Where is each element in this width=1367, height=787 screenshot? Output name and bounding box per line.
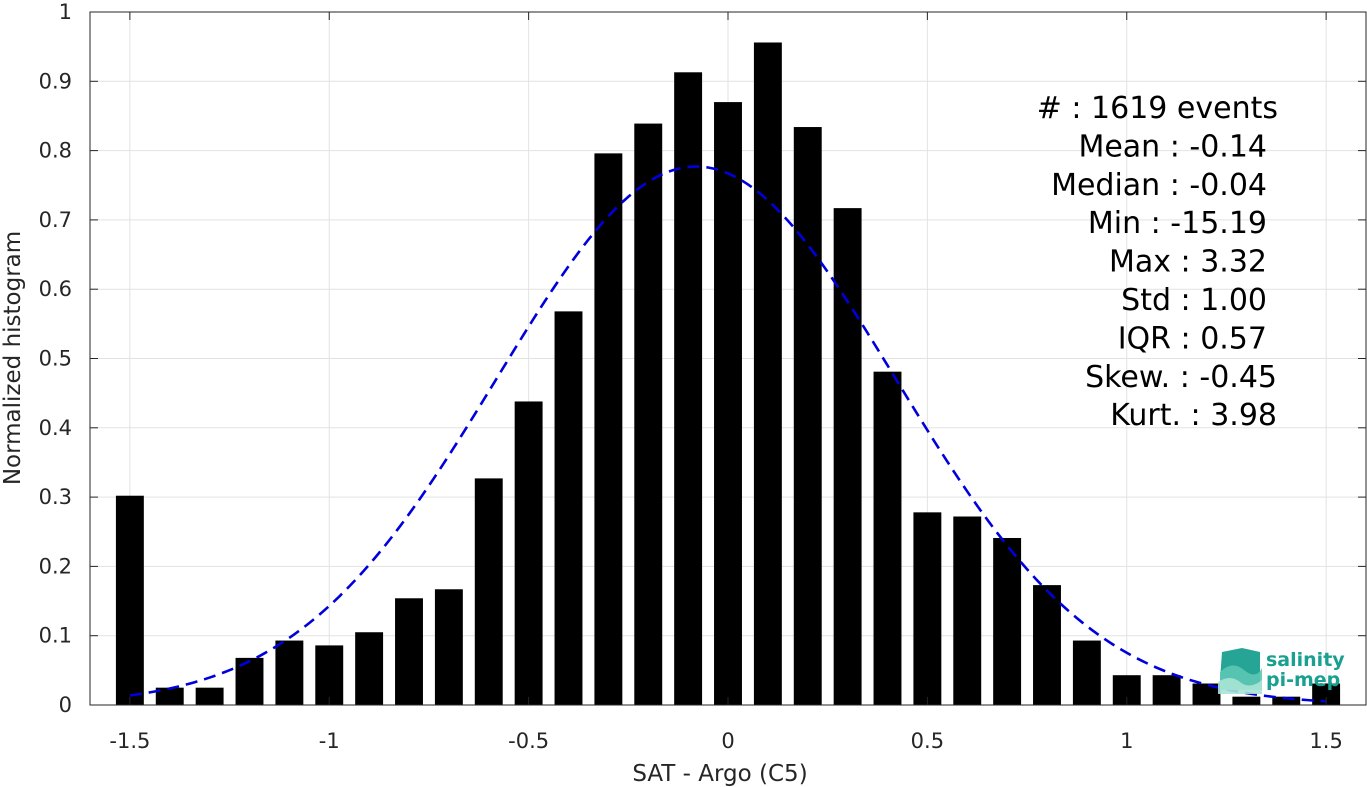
y-tick-label: 0.7 bbox=[39, 208, 72, 232]
x-axis-ticks: -1.5 -1 -0.5 0 0.5 1 1.5 bbox=[109, 12, 1343, 753]
histogram-bar bbox=[1072, 640, 1101, 705]
logo-text-salinity: salinity bbox=[1266, 649, 1345, 671]
histogram-bar bbox=[714, 102, 742, 706]
histogram-bar bbox=[315, 645, 344, 705]
y-tick-label: 1 bbox=[59, 0, 72, 24]
logo-text-pi-mep: pi-mep bbox=[1266, 669, 1340, 691]
histogram-bar bbox=[1272, 696, 1301, 705]
histogram-bar bbox=[1192, 683, 1221, 705]
histogram-bar bbox=[275, 640, 304, 705]
histogram-bar bbox=[514, 401, 543, 705]
histogram-bar bbox=[115, 495, 144, 705]
stats-line: Min : -15.19 bbox=[1088, 206, 1267, 241]
x-tick-label: -0.5 bbox=[508, 729, 549, 753]
logo-mark-icon bbox=[1218, 648, 1262, 694]
y-axis-label: Normalized histogram bbox=[0, 231, 26, 485]
histogram-bar bbox=[554, 311, 583, 705]
histogram-bar bbox=[434, 589, 463, 705]
histogram-bar bbox=[993, 537, 1022, 705]
stats-line: # : 1619 events bbox=[1037, 91, 1278, 126]
salinity-pi-mep-logo: salinity pi-mep bbox=[1218, 648, 1345, 694]
histogram-bar bbox=[634, 123, 663, 705]
histogram-bar bbox=[594, 153, 623, 705]
x-tick-label: 1 bbox=[1120, 729, 1133, 753]
histogram-bar bbox=[833, 208, 862, 705]
normal-fit-curve bbox=[129, 165, 1327, 703]
histogram-bar bbox=[1033, 585, 1061, 705]
x-axis-label: SAT - Argo (C5) bbox=[632, 761, 807, 787]
histogram-bar bbox=[674, 72, 703, 705]
y-tick-label: 0 bbox=[59, 693, 72, 717]
stats-line: Skew. : -0.45 bbox=[1085, 360, 1277, 395]
x-tick-label: -1 bbox=[319, 729, 340, 753]
histogram-bar bbox=[355, 632, 384, 705]
y-tick-label: 0.1 bbox=[39, 624, 72, 648]
histogram-bar bbox=[913, 512, 942, 705]
histogram-bar bbox=[395, 598, 423, 705]
histogram-bar bbox=[753, 42, 782, 705]
stats-line: Max : 3.32 bbox=[1109, 245, 1267, 280]
stats-line: Std : 1.00 bbox=[1121, 283, 1267, 318]
stats-line: Mean : -0.14 bbox=[1078, 129, 1267, 164]
histogram-bar bbox=[873, 371, 902, 705]
histogram-bar bbox=[195, 687, 224, 705]
histogram-bar bbox=[1232, 696, 1261, 705]
y-axis-ticks: 0 0.1 0.2 0.3 0.4 0.5 0.6 0.7 0.8 0.9 1 bbox=[39, 0, 1366, 717]
y-tick-label: 0.6 bbox=[39, 277, 72, 301]
histogram-bar bbox=[793, 127, 822, 705]
x-tick-label: 1.5 bbox=[1309, 729, 1342, 753]
histogram-bar bbox=[474, 478, 503, 705]
histogram-bar bbox=[155, 687, 184, 705]
y-tick-label: 0.8 bbox=[39, 139, 72, 163]
y-tick-label: 0.9 bbox=[39, 69, 72, 93]
stats-line: Median : -0.04 bbox=[1051, 168, 1267, 203]
histogram-bar bbox=[953, 516, 982, 705]
histogram-bar bbox=[1152, 675, 1181, 705]
y-tick-label: 0.4 bbox=[39, 416, 72, 440]
histogram-bars bbox=[115, 42, 1341, 706]
x-tick-label: 0.5 bbox=[911, 729, 944, 753]
y-tick-label: 0.3 bbox=[39, 485, 72, 509]
x-tick-label: 0 bbox=[721, 729, 734, 753]
histogram-bar bbox=[1312, 683, 1341, 705]
x-tick-label: -1.5 bbox=[109, 729, 150, 753]
y-tick-label: 0.2 bbox=[39, 554, 72, 578]
y-tick-label: 0.5 bbox=[39, 347, 72, 371]
stats-line: IQR : 0.57 bbox=[1118, 321, 1267, 356]
stats-line: Kurt. : 3.98 bbox=[1110, 398, 1277, 433]
